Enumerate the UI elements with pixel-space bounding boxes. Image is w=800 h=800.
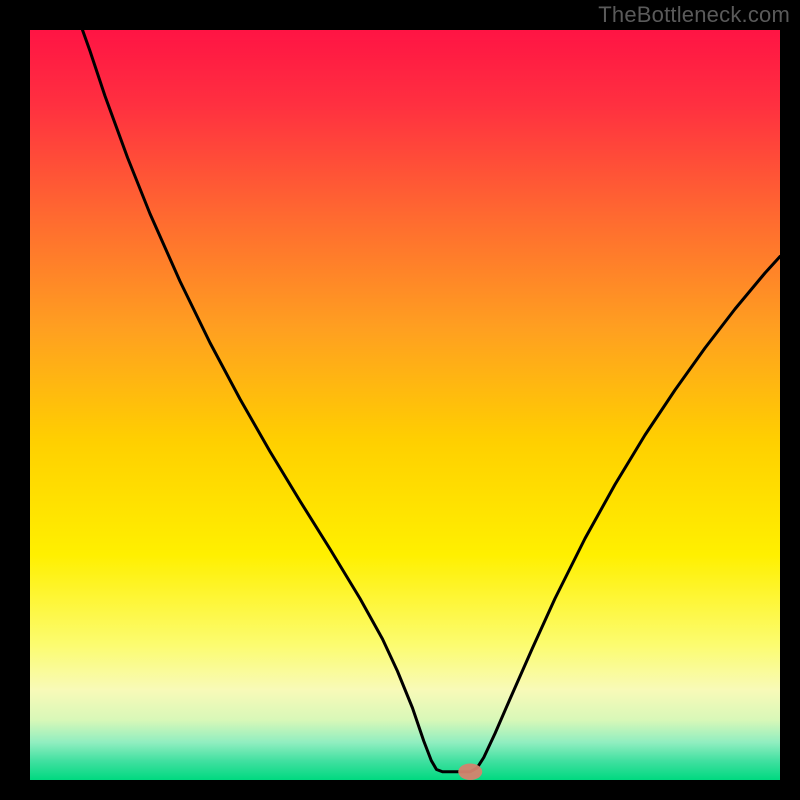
chart-background (30, 30, 780, 780)
optimal-point-marker (458, 764, 482, 781)
chart-frame: TheBottleneck.com (0, 0, 800, 800)
watermark-text: TheBottleneck.com (598, 2, 790, 28)
bottleneck-chart (30, 30, 780, 780)
